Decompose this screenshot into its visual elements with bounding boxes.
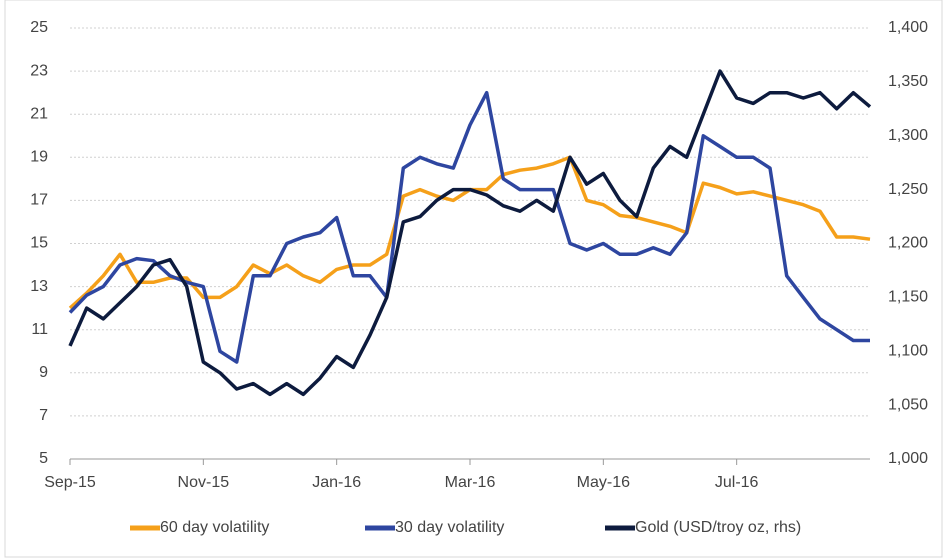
y2-tick-label: 1,400 (888, 19, 928, 36)
y-tick-label: 7 (39, 407, 48, 424)
x-tick-label: Sep-15 (44, 474, 96, 491)
y-tick-label: 25 (30, 19, 48, 36)
legend-label: 30 day volatility (395, 519, 504, 536)
y2-tick-label: 1,150 (888, 289, 928, 306)
x-tick-label: Jan-16 (312, 474, 361, 491)
y-tick-label: 19 (30, 149, 48, 166)
y2-tick-label: 1,100 (888, 342, 928, 359)
x-tick-label: Mar-16 (445, 474, 496, 491)
series-line (68, 90, 870, 364)
y-tick-label: 21 (30, 105, 48, 122)
y2-tick-label: 1,000 (888, 450, 928, 467)
y2-tick-label: 1,200 (888, 235, 928, 252)
y2-tick-label: 1,300 (888, 127, 928, 144)
x-tick-label: Nov-15 (178, 474, 230, 491)
legend-label: 60 day volatility (160, 519, 269, 536)
legend-label: Gold (USD/troy oz, rhs) (635, 519, 801, 536)
y-tick-label: 23 (30, 62, 48, 79)
y-tick-label: 11 (31, 321, 48, 338)
y2-tick-label: 1,250 (888, 181, 928, 198)
series-line (68, 155, 871, 310)
frame (4, 0, 943, 558)
y-tick-label: 15 (30, 235, 48, 252)
y2-tick-label: 1,050 (888, 396, 928, 413)
y-tick-label: 17 (30, 192, 48, 209)
y-tick-label: 9 (39, 364, 48, 381)
x-tick-label: Jul-16 (715, 474, 759, 491)
series-line (68, 69, 872, 397)
x-tick-label: May-16 (577, 474, 630, 491)
y-tick-label: 13 (30, 278, 48, 295)
y-tick-label: 5 (39, 450, 48, 467)
y2-tick-label: 1,350 (888, 73, 928, 90)
